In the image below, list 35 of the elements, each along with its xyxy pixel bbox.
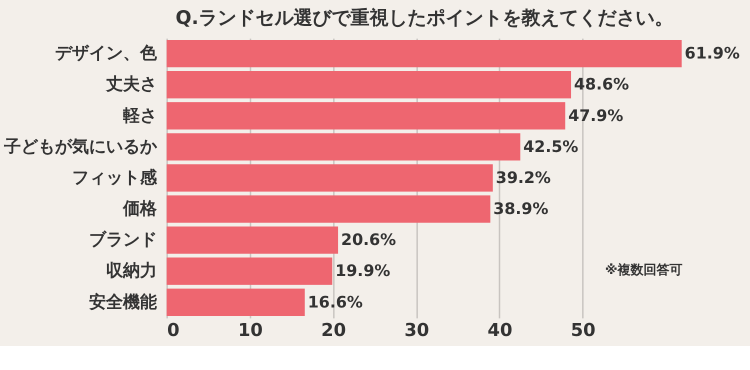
annotation: ※複数回答可 <box>605 262 683 278</box>
y-tick-label: 軽さ <box>122 104 158 125</box>
x-tick-label: 10 <box>238 320 263 342</box>
bar <box>166 258 332 285</box>
data-label: 48.6% <box>574 74 630 94</box>
data-label: 42.5% <box>523 136 578 156</box>
x-tick-label: 30 <box>404 320 430 342</box>
data-label: 20.6% <box>341 230 396 250</box>
bar <box>166 40 682 68</box>
data-label: 61.9% <box>684 44 740 63</box>
data-label: 19.9% <box>335 261 390 280</box>
data-label: 38.9% <box>493 199 548 218</box>
x-tick-label: 40 <box>488 320 512 342</box>
data-label: 47.9% <box>568 106 624 125</box>
y-tick-label: デザイン、色 <box>55 42 158 63</box>
bar <box>166 133 520 161</box>
y-tick-label: フィット感 <box>72 166 158 187</box>
x-tick-label: 50 <box>570 320 596 342</box>
y-tick-label: 安全機能 <box>89 291 158 312</box>
bar <box>166 71 572 98</box>
x-tick-label: 20 <box>321 320 346 342</box>
y-tick-label: ブランド <box>89 229 158 250</box>
bar <box>166 195 490 223</box>
bar <box>166 226 338 254</box>
y-tick-label: 収納力 <box>106 260 158 280</box>
bar <box>166 164 493 192</box>
bar <box>166 288 305 316</box>
data-label: 39.2% <box>496 168 551 187</box>
x-tick-label: 0 <box>167 320 180 342</box>
y-tick-label: 子どもが気にいるか <box>3 136 158 156</box>
y-tick-label: 価格 <box>122 198 158 218</box>
y-tick-label: 丈夫さ <box>105 74 158 94</box>
data-label: 16.6% <box>308 292 363 312</box>
chart-title: Q.ランドセル選びで重視したポイントを教えてください。 <box>176 7 674 30</box>
bar <box>166 102 566 130</box>
